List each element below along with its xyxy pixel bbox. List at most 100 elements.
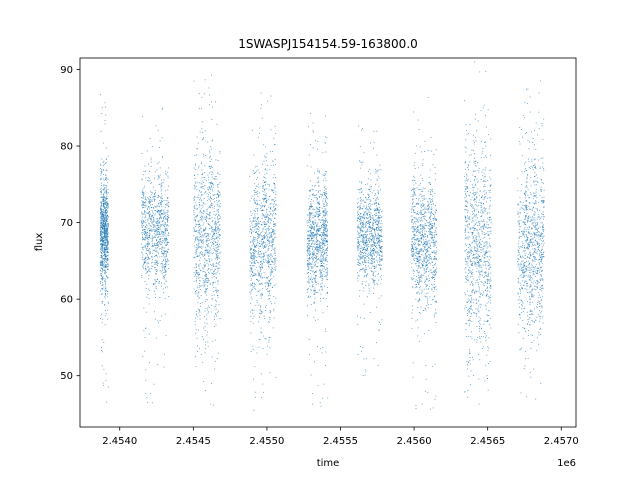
- data-point: [152, 224, 154, 226]
- data-point: [261, 396, 263, 398]
- data-point: [309, 285, 311, 287]
- data-point: [101, 257, 103, 259]
- data-point: [106, 207, 108, 209]
- data-point: [258, 186, 260, 188]
- data-point: [359, 295, 361, 297]
- data-point: [103, 169, 105, 171]
- data-point: [375, 183, 377, 185]
- data-point: [373, 240, 375, 242]
- data-point: [158, 240, 160, 242]
- data-point: [264, 223, 266, 225]
- data-point: [104, 235, 106, 237]
- data-point: [268, 240, 270, 242]
- data-point: [219, 193, 221, 195]
- data-point: [104, 266, 106, 267]
- data-point: [270, 234, 272, 236]
- data-point: [252, 249, 254, 251]
- data-point: [262, 214, 264, 216]
- data-point: [362, 224, 364, 226]
- data-point: [206, 269, 208, 271]
- data-point: [103, 249, 105, 251]
- data-point: [271, 215, 273, 217]
- data-point: [153, 197, 155, 199]
- data-point: [316, 224, 318, 226]
- data-point: [206, 233, 208, 235]
- data-point: [156, 273, 157, 275]
- data-point: [157, 322, 159, 324]
- data-point: [103, 240, 105, 242]
- data-point: [159, 214, 160, 216]
- data-point: [159, 215, 161, 216]
- data-point: [364, 239, 366, 241]
- data-point: [261, 242, 263, 244]
- data-point: [219, 224, 221, 226]
- data-point: [320, 269, 321, 271]
- data-point: [253, 170, 255, 172]
- data-point: [148, 212, 150, 214]
- data-point: [156, 261, 158, 263]
- data-point: [168, 242, 169, 243]
- data-point: [308, 282, 310, 284]
- data-point: [101, 219, 103, 221]
- data-point: [318, 210, 320, 212]
- data-point: [158, 177, 160, 179]
- data-point: [197, 239, 199, 241]
- data-point: [308, 214, 310, 216]
- data-point: [161, 201, 163, 202]
- data-point: [360, 197, 362, 198]
- data-point: [265, 338, 267, 340]
- data-point: [199, 246, 201, 248]
- data-point: [314, 197, 316, 198]
- data-point: [217, 257, 219, 259]
- data-point: [155, 224, 157, 226]
- data-point: [270, 258, 272, 260]
- data-point: [260, 266, 262, 268]
- data-point: [319, 230, 321, 232]
- data-point: [198, 273, 200, 275]
- data-point: [210, 186, 212, 188]
- data-point: [207, 249, 209, 251]
- data-point: [141, 221, 143, 223]
- data-point: [105, 209, 107, 211]
- data-point: [102, 211, 104, 213]
- data-point: [268, 232, 270, 234]
- data-point: [357, 259, 359, 261]
- data-point: [208, 207, 210, 209]
- data-point: [151, 244, 153, 246]
- data-point: [161, 204, 162, 206]
- data-point: [269, 295, 271, 297]
- data-point: [215, 230, 216, 232]
- data-point: [262, 239, 264, 240]
- data-point: [254, 246, 256, 248]
- data-point: [158, 253, 160, 255]
- data-point: [251, 268, 253, 270]
- data-point: [317, 216, 319, 218]
- data-point: [104, 204, 106, 205]
- data-point: [269, 271, 271, 273]
- data-point: [213, 273, 215, 275]
- data-point: [255, 246, 257, 248]
- data-point: [147, 256, 149, 258]
- data-point: [208, 268, 209, 270]
- data-point: [104, 309, 106, 311]
- data-point: [195, 249, 197, 251]
- data-point: [249, 251, 251, 253]
- data-point: [312, 193, 314, 195]
- data-point: [327, 197, 329, 199]
- data-point: [307, 263, 309, 265]
- data-point: [378, 221, 380, 223]
- data-point: [315, 195, 317, 196]
- data-point: [101, 113, 103, 114]
- data-point: [371, 239, 373, 241]
- data-point: [104, 288, 106, 290]
- data-point: [195, 274, 196, 276]
- data-point: [156, 231, 158, 233]
- data-point: [208, 233, 210, 235]
- data-point: [252, 255, 253, 257]
- data-point: [264, 194, 266, 196]
- data-point: [212, 229, 214, 231]
- data-point: [217, 296, 219, 298]
- data-point: [149, 180, 151, 182]
- data-point: [214, 339, 216, 341]
- data-point: [150, 197, 152, 198]
